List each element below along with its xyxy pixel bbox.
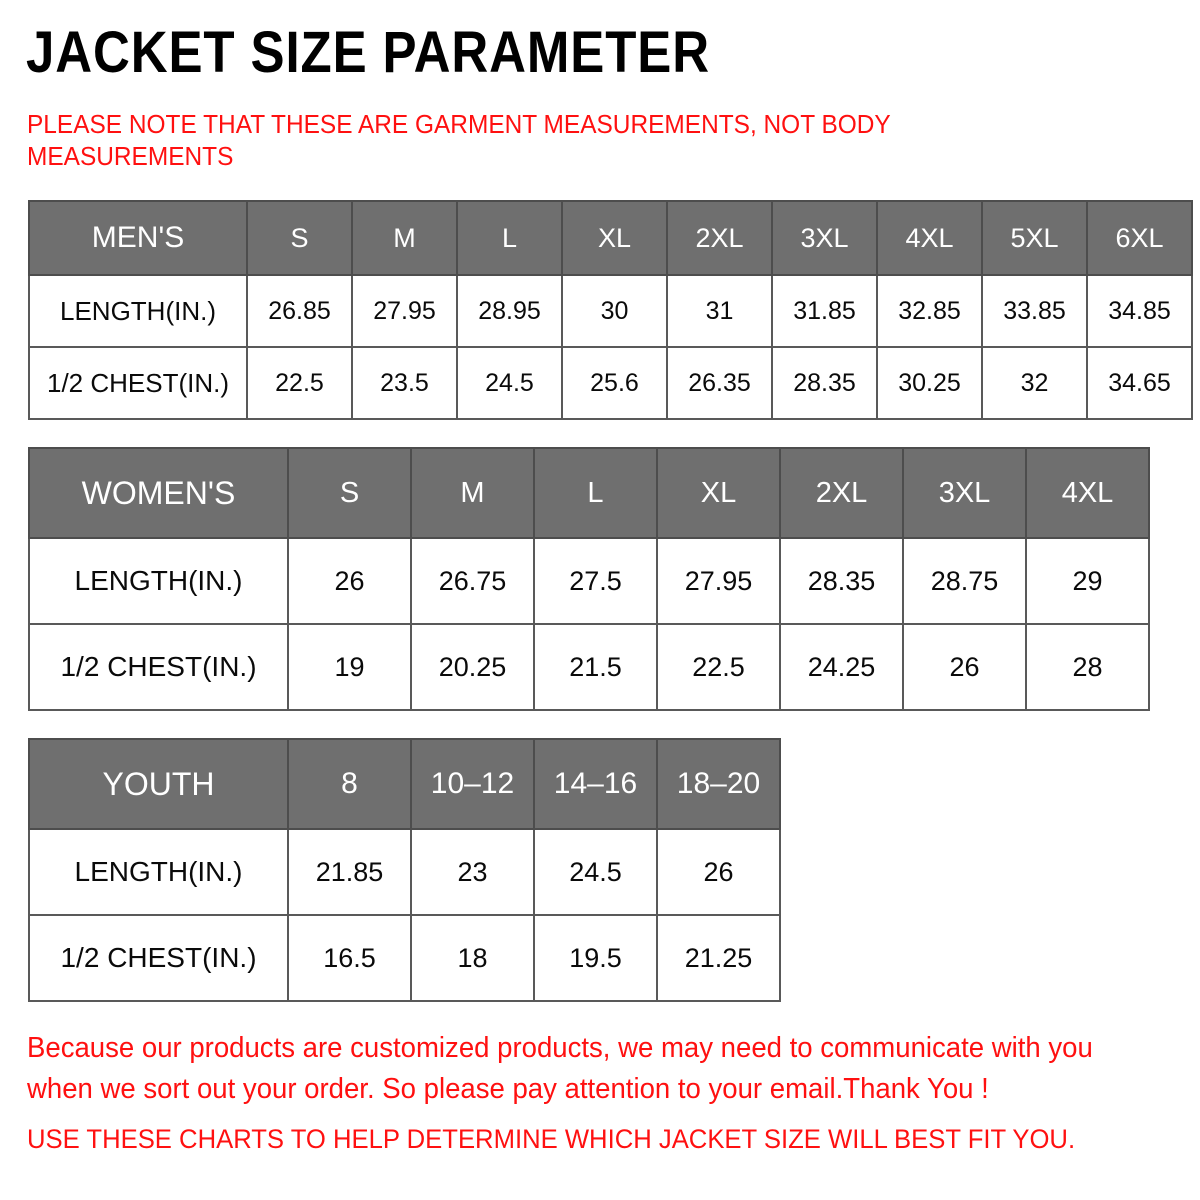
womens-length-4: 28.35 — [779, 537, 904, 625]
womens-size-header-5: 3XL — [902, 447, 1027, 539]
mens-header-row: MEN'S S M L XL 2XL 3XL 4XL 5XL 6XL — [28, 200, 1193, 276]
mens-size-header-6: 4XL — [876, 200, 983, 276]
page-title: JACKET SIZE PARAMETER — [26, 20, 710, 85]
womens-table-body: WOMEN'S S M L XL 2XL 3XL 4XL LENGTH(IN.)… — [28, 447, 1150, 711]
mens-chest-0: 22.5 — [246, 346, 353, 420]
youth-size-table: YOUTH 8 10–12 14–16 18–20 LENGTH(IN.) 21… — [28, 738, 781, 1002]
mens-chest-2: 24.5 — [456, 346, 563, 420]
youth-size-header-3: 18–20 — [656, 738, 781, 830]
womens-header-row: WOMEN'S S M L XL 2XL 3XL 4XL — [28, 447, 1150, 539]
mens-length-label: LENGTH(IN.) — [28, 274, 248, 348]
womens-length-3: 27.95 — [656, 537, 781, 625]
youth-chest-3: 21.25 — [656, 914, 781, 1002]
youth-length-0: 21.85 — [287, 828, 412, 916]
garment-measurement-note: PLEASE NOTE THAT THESE ARE GARMENT MEASU… — [27, 109, 891, 171]
youth-length-3: 26 — [656, 828, 781, 916]
table-row: 1/2 CHEST(IN.) 19 20.25 21.5 22.5 24.25 … — [28, 623, 1150, 711]
womens-category-label: WOMEN'S — [28, 447, 289, 539]
mens-chest-1: 23.5 — [351, 346, 458, 420]
mens-category-label: MEN'S — [28, 200, 248, 276]
mens-chest-label: 1/2 CHEST(IN.) — [28, 346, 248, 420]
mens-size-header-7: 5XL — [981, 200, 1088, 276]
mens-length-1: 27.95 — [351, 274, 458, 348]
mens-length-8: 34.85 — [1086, 274, 1193, 348]
youth-length-2: 24.5 — [533, 828, 658, 916]
womens-size-header-3: XL — [656, 447, 781, 539]
mens-chest-5: 28.35 — [771, 346, 878, 420]
mens-chest-8: 34.65 — [1086, 346, 1193, 420]
mens-length-5: 31.85 — [771, 274, 878, 348]
mens-table-body: MEN'S S M L XL 2XL 3XL 4XL 5XL 6XL LENGT… — [28, 200, 1193, 420]
customization-notice: Because our products are customized prod… — [27, 1032, 1093, 1105]
mens-size-table: MEN'S S M L XL 2XL 3XL 4XL 5XL 6XL LENGT… — [28, 200, 1193, 420]
youth-length-1: 23 — [410, 828, 535, 916]
womens-length-1: 26.75 — [410, 537, 535, 625]
womens-chest-2: 21.5 — [533, 623, 658, 711]
table-row: 1/2 CHEST(IN.) 22.5 23.5 24.5 25.6 26.35… — [28, 346, 1193, 420]
womens-size-header-2: L — [533, 447, 658, 539]
mens-length-0: 26.85 — [246, 274, 353, 348]
womens-size-header-1: M — [410, 447, 535, 539]
mens-chest-6: 30.25 — [876, 346, 983, 420]
youth-chest-1: 18 — [410, 914, 535, 1002]
youth-table-body: YOUTH 8 10–12 14–16 18–20 LENGTH(IN.) 21… — [28, 738, 781, 1002]
youth-size-header-0: 8 — [287, 738, 412, 830]
womens-chest-5: 26 — [902, 623, 1027, 711]
womens-chest-1: 20.25 — [410, 623, 535, 711]
mens-size-header-2: L — [456, 200, 563, 276]
womens-size-header-4: 2XL — [779, 447, 904, 539]
mens-length-6: 32.85 — [876, 274, 983, 348]
mens-chest-4: 26.35 — [666, 346, 773, 420]
womens-size-table: WOMEN'S S M L XL 2XL 3XL 4XL LENGTH(IN.)… — [28, 447, 1150, 711]
mens-size-header-0: S — [246, 200, 353, 276]
mens-length-3: 30 — [561, 274, 668, 348]
mens-size-header-3: XL — [561, 200, 668, 276]
mens-chest-7: 32 — [981, 346, 1088, 420]
table-row: LENGTH(IN.) 21.85 23 24.5 26 — [28, 828, 781, 916]
womens-chest-4: 24.25 — [779, 623, 904, 711]
mens-size-header-4: 2XL — [666, 200, 773, 276]
mens-chest-3: 25.6 — [561, 346, 668, 420]
youth-chest-0: 16.5 — [287, 914, 412, 1002]
womens-chest-6: 28 — [1025, 623, 1150, 711]
mens-length-2: 28.95 — [456, 274, 563, 348]
womens-length-2: 27.5 — [533, 537, 658, 625]
womens-length-5: 28.75 — [902, 537, 1027, 625]
youth-category-label: YOUTH — [28, 738, 289, 830]
mens-length-7: 33.85 — [981, 274, 1088, 348]
mens-length-4: 31 — [666, 274, 773, 348]
table-row: LENGTH(IN.) 26 26.75 27.5 27.95 28.35 28… — [28, 537, 1150, 625]
youth-chest-label: 1/2 CHEST(IN.) — [28, 914, 289, 1002]
mens-size-header-8: 6XL — [1086, 200, 1193, 276]
youth-size-header-2: 14–16 — [533, 738, 658, 830]
chart-usage-notice: USE THESE CHARTS TO HELP DETERMINE WHICH… — [27, 1124, 1076, 1154]
womens-length-6: 29 — [1025, 537, 1150, 625]
youth-header-row: YOUTH 8 10–12 14–16 18–20 — [28, 738, 781, 830]
youth-length-label: LENGTH(IN.) — [28, 828, 289, 916]
womens-chest-3: 22.5 — [656, 623, 781, 711]
womens-chest-0: 19 — [287, 623, 412, 711]
womens-chest-label: 1/2 CHEST(IN.) — [28, 623, 289, 711]
womens-length-label: LENGTH(IN.) — [28, 537, 289, 625]
mens-size-header-5: 3XL — [771, 200, 878, 276]
table-row: LENGTH(IN.) 26.85 27.95 28.95 30 31 31.8… — [28, 274, 1193, 348]
womens-size-header-0: S — [287, 447, 412, 539]
womens-size-header-6: 4XL — [1025, 447, 1150, 539]
table-row: 1/2 CHEST(IN.) 16.5 18 19.5 21.25 — [28, 914, 781, 1002]
mens-size-header-1: M — [351, 200, 458, 276]
youth-chest-2: 19.5 — [533, 914, 658, 1002]
youth-size-header-1: 10–12 — [410, 738, 535, 830]
womens-length-0: 26 — [287, 537, 412, 625]
